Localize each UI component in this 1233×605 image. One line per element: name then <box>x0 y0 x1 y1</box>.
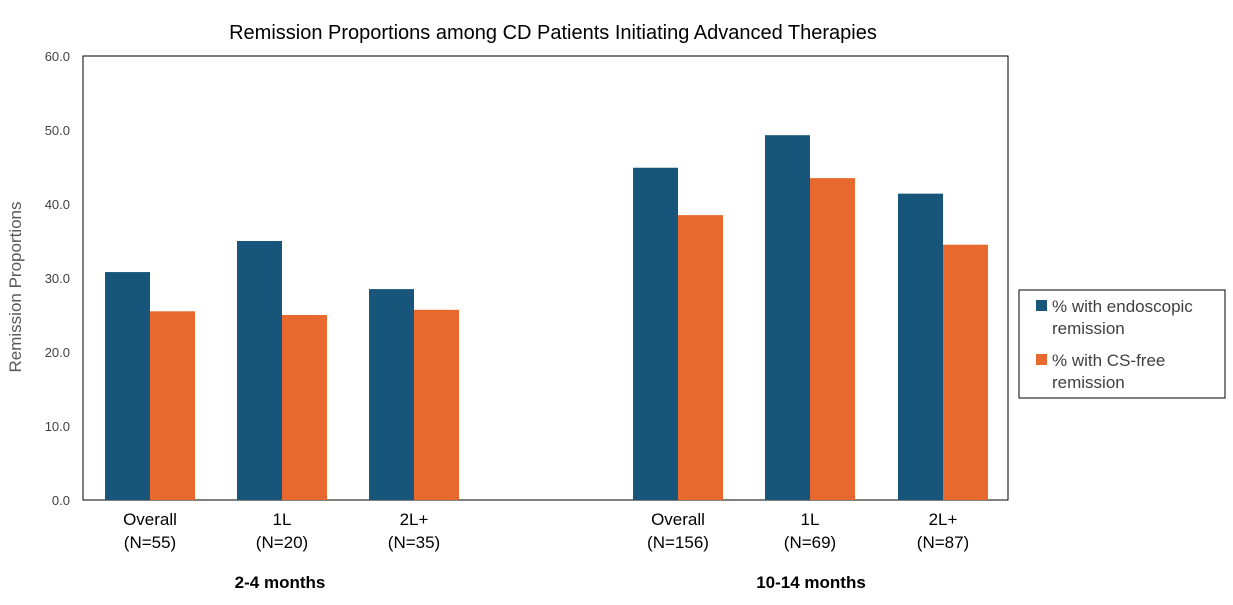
bar-series0-cat5 <box>898 193 943 500</box>
bar-series1-cat4 <box>810 178 855 500</box>
chart-title: Remission Proportions among CD Patients … <box>229 22 877 44</box>
category-label-line2: (N=20) <box>256 533 308 552</box>
group-label: 2-4 months <box>235 573 326 592</box>
category-label-line1: 2L+ <box>400 510 429 529</box>
legend: % with endoscopic remission % with CS-fr… <box>1018 289 1226 399</box>
y-axis-ticks: 0.0 10.0 20.0 30.0 40.0 50.0 60.0 <box>45 49 70 508</box>
category-label-line1: Overall <box>123 510 177 529</box>
y-tick-label: 0.0 <box>52 493 70 508</box>
bar-series0-cat1 <box>237 241 282 500</box>
bar-series1-cat5 <box>943 244 988 500</box>
category-label-line1: 1L <box>801 510 820 529</box>
y-tick-label: 60.0 <box>45 49 70 64</box>
y-tick-label: 40.0 <box>45 197 70 212</box>
legend-swatch-endoscopic <box>1036 300 1047 311</box>
plot-area-frame <box>82 55 1009 501</box>
y-tick-label: 30.0 <box>45 271 70 286</box>
bar-series0-cat0 <box>105 272 150 500</box>
category-labels: Overall (N=55) 1L (N=20) 2L+ (N=35) Overall (N=… <box>123 510 969 552</box>
bar-series0-cat2 <box>369 289 414 500</box>
y-tick-label: 10.0 <box>45 419 70 434</box>
legend-box <box>1018 289 1226 399</box>
category-label-line2: (N=87) <box>917 533 969 552</box>
category-label-line2: (N=35) <box>388 533 440 552</box>
bar-series1-cat3 <box>678 215 723 500</box>
legend-label-endoscopic-line2: remission <box>1052 319 1125 338</box>
bar-series1-cat2 <box>414 309 459 500</box>
bar-series1-cat0 <box>150 311 195 500</box>
category-label-line2: (N=55) <box>124 533 176 552</box>
category-label-line2: (N=69) <box>784 533 836 552</box>
legend-label-cs-free-line2: remission <box>1052 373 1125 392</box>
group-labels: 2-4 months 10-14 months <box>235 573 866 592</box>
legend-label-endoscopic-line1: % with endoscopic <box>1052 297 1193 316</box>
y-tick-label: 20.0 <box>45 345 70 360</box>
bar-series0-cat3 <box>633 167 678 501</box>
category-label-line2: (N=156) <box>647 533 709 552</box>
category-label-line1: Overall <box>651 510 705 529</box>
y-tick-label: 50.0 <box>45 123 70 138</box>
bar-series0-cat4 <box>765 135 810 500</box>
legend-swatch-cs-free <box>1036 354 1047 365</box>
bar-series1-cat1 <box>282 315 327 500</box>
legend-label-cs-free-line1: % with CS-free <box>1052 351 1165 370</box>
category-label-line1: 2L+ <box>929 510 958 529</box>
bars <box>105 135 988 501</box>
category-label-line1: 1L <box>273 510 292 529</box>
y-axis-label: Remission Proportions <box>6 201 25 372</box>
group-label: 10-14 months <box>756 573 866 592</box>
